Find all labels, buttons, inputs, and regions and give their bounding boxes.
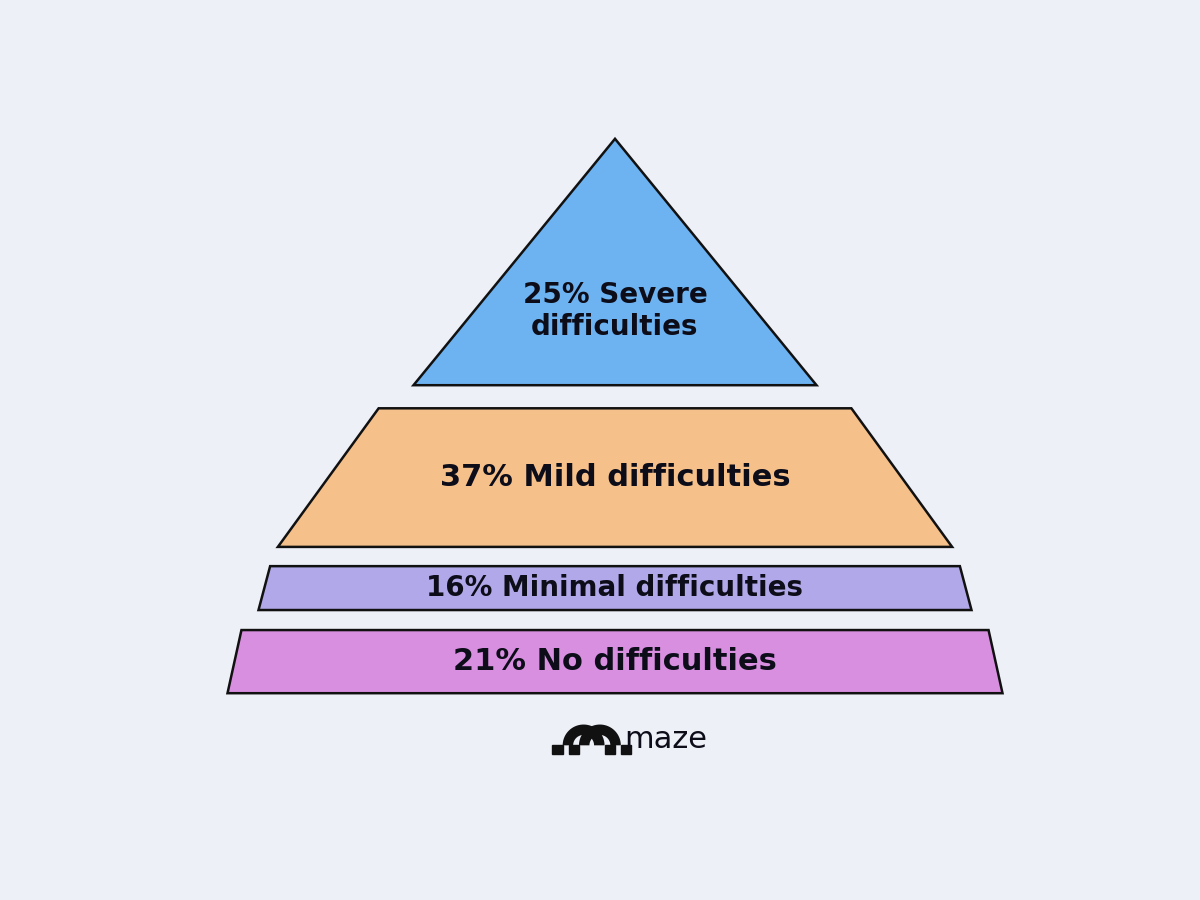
Text: 37% Mild difficulties: 37% Mild difficulties bbox=[439, 464, 791, 492]
Bar bbox=[605, 745, 616, 753]
Bar bbox=[569, 745, 578, 753]
Polygon shape bbox=[414, 139, 816, 385]
PathPatch shape bbox=[578, 724, 620, 745]
Text: 16% Minimal difficulties: 16% Minimal difficulties bbox=[426, 574, 804, 602]
Polygon shape bbox=[228, 630, 1002, 693]
Bar bbox=[620, 745, 631, 753]
Text: maze: maze bbox=[624, 724, 707, 754]
Text: 21% No difficulties: 21% No difficulties bbox=[454, 647, 776, 676]
Polygon shape bbox=[278, 409, 952, 547]
Polygon shape bbox=[258, 566, 972, 610]
Bar bbox=[552, 745, 563, 753]
PathPatch shape bbox=[563, 724, 605, 745]
Text: 25% Severe
difficulties: 25% Severe difficulties bbox=[523, 281, 707, 341]
